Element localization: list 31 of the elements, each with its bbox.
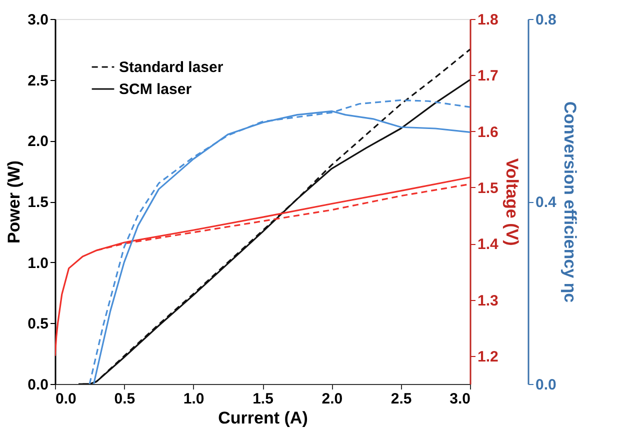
y2-tick-label: 1.2 [478,348,498,366]
y-tick-label: 3.0 [28,12,48,28]
y-tick-label: 1.0 [28,254,48,272]
y-tick-label: 0.0 [28,376,48,394]
y-tick-label: 2.5 [28,72,48,90]
y3-axis-title: Conversion efficiency ηc [560,101,580,303]
x-tick-label: 1.5 [252,390,274,408]
x-tick-label: 2.5 [390,390,412,408]
y2-axis-title: Voltage (V) [502,158,522,246]
legend-label: SCM laser [119,81,192,98]
y-tick-label: 2.0 [28,133,48,150]
line-series [55,176,470,357]
y3-tick-label: 0.0 [536,376,556,394]
x-tick-label: 0.0 [56,390,76,408]
legend-label: Standard laser [119,59,224,76]
x-tick-label: 3.0 [450,390,470,408]
x-tick-label: 2.0 [322,390,343,408]
y3-tick-label: 0.4 [536,194,558,211]
y2-tick-label: 1.6 [478,124,498,141]
y-tick-label: 0.5 [28,316,48,333]
x-tick-label: 1.0 [183,390,204,408]
y2-tick-label: 1.3 [478,292,498,310]
y2-tick-label: 1.8 [478,12,498,28]
y-tick-label: 1.5 [28,194,48,211]
y2-tick-label: 1.7 [478,68,498,85]
y2-tick-label: 1.4 [478,236,500,254]
y-axis-title: Power (W) [4,160,24,244]
y3-tick-label: 0.8 [536,12,556,28]
x-tick-label: 0.5 [114,390,136,408]
y2-tick-label: 1.5 [478,180,498,197]
x-axis-title: Current (A) [218,408,308,428]
